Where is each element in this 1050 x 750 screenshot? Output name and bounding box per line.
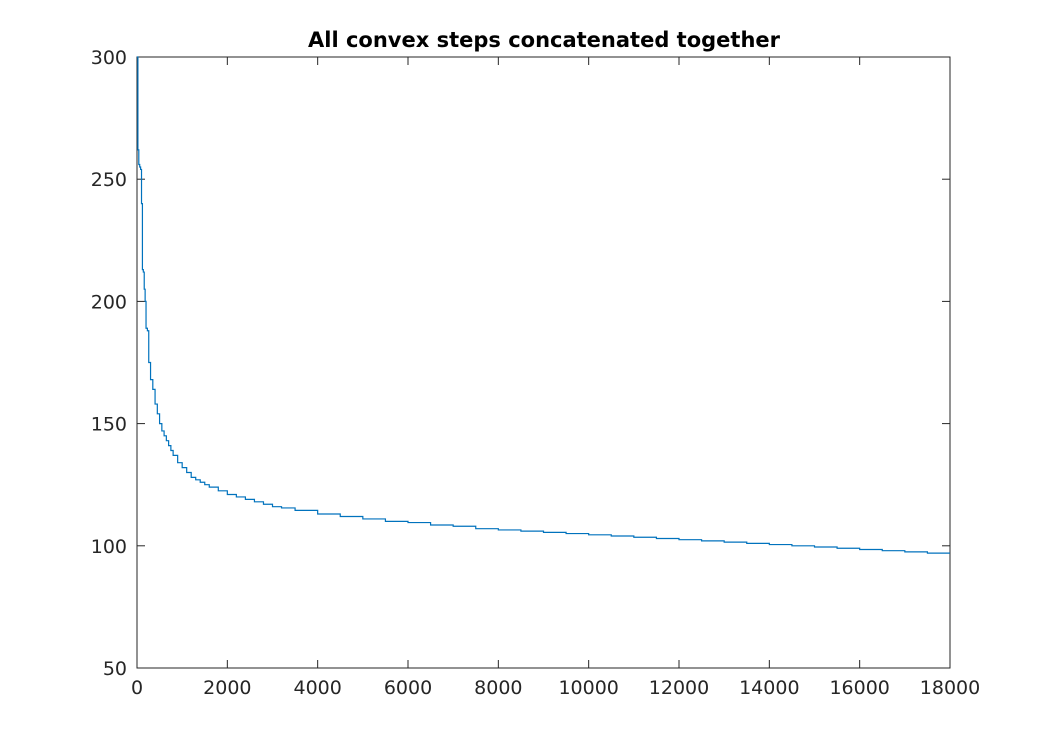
y-tick-label: 250 [91,169,127,191]
x-tick-label: 8000 [474,677,522,699]
x-tick-label: 2000 [203,677,251,699]
x-tick-label: 18000 [920,677,980,699]
x-tick-label: 4000 [293,677,341,699]
x-tick-label: 16000 [829,677,889,699]
y-axis: 50 100 150 200 250 300 [91,47,950,680]
y-tick-label: 300 [91,47,127,69]
x-tick-label: 14000 [739,677,799,699]
y-tick-label: 200 [91,291,127,313]
x-tick-label: 10000 [558,677,618,699]
plot-area-frame [136,56,951,669]
series-line [137,56,950,554]
x-tick-label: 0 [131,677,143,699]
y-tick-label: 100 [91,536,127,558]
x-tick-label: 12000 [649,677,709,699]
y-tick-label: 150 [91,414,127,436]
x-tick-label: 6000 [384,677,432,699]
x-axis: 0 2000 4000 6000 8000 10000 12000 14000 16000 180… [131,57,980,699]
y-tick-label: 50 [103,658,127,680]
chart-title: All convex steps concatenated together [308,28,781,52]
